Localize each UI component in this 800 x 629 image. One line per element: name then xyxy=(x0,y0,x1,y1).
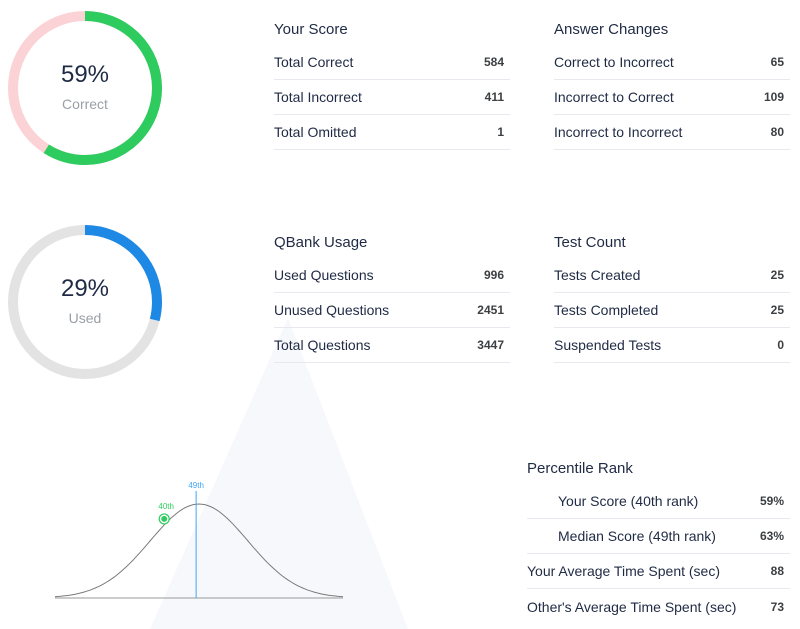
stat-row: Median Score (49th rank) 63% xyxy=(527,519,790,554)
score-donut-ring xyxy=(8,11,162,165)
percentile-rank-title: Percentile Rank xyxy=(527,460,633,477)
stat-label: Unused Questions xyxy=(274,302,390,318)
stat-row: Your Average Time Spent (sec) 88 xyxy=(527,554,790,589)
percentile-rank-panel: Percentile Rank Your Score (40th rank) 59… xyxy=(527,454,790,624)
stat-row: Your Score (40th rank) 59% xyxy=(527,484,790,519)
median-marker-label: 49th xyxy=(188,481,204,490)
stat-label: Incorrect to Incorrect xyxy=(554,124,683,140)
test-count-title: Test Count xyxy=(554,234,626,251)
stat-label: Median Score (49th rank) xyxy=(558,528,716,544)
score-label: Correct xyxy=(62,96,108,112)
stat-row: Suspended Tests 0 xyxy=(554,328,790,363)
bell-curve-svg: 49th 40th xyxy=(54,481,344,599)
bell-curve-line xyxy=(54,503,344,598)
test-count-panel: Test Count Tests Created 25 Tests Complet… xyxy=(554,228,790,363)
stat-row: Incorrect to Incorrect 80 xyxy=(554,115,790,150)
stat-value: 584 xyxy=(483,55,504,69)
stat-value: 411 xyxy=(484,90,504,104)
stat-row: Total Incorrect 411 xyxy=(274,80,510,115)
stat-row: Total Correct 584 xyxy=(274,45,510,80)
stat-value: 63% xyxy=(759,529,784,543)
stat-row: Total Omitted 1 xyxy=(274,115,510,150)
answer-changes-title: Answer Changes xyxy=(554,21,669,38)
stat-label: Tests Created xyxy=(554,267,641,283)
your-score-marker-label: 40th xyxy=(158,502,174,511)
stat-row: Unused Questions 2451 xyxy=(274,293,510,328)
your-score-title: Your Score xyxy=(274,21,348,38)
score-donut: 59% Correct xyxy=(5,8,165,168)
stat-label: Used Questions xyxy=(274,267,374,283)
stat-row: Total Questions 3447 xyxy=(274,328,510,363)
stat-row: Tests Created 25 xyxy=(554,258,790,293)
stat-label: Total Incorrect xyxy=(274,89,362,105)
stat-value: 996 xyxy=(483,268,504,282)
answer-changes-panel: Answer Changes Correct to Incorrect 65 In… xyxy=(554,15,790,150)
qbank-usage-title: QBank Usage xyxy=(274,234,368,251)
your-score-marker xyxy=(161,515,168,522)
stat-value: 80 xyxy=(770,125,784,139)
stat-label: Your Average Time Spent (sec) xyxy=(527,563,720,579)
stat-value: 2451 xyxy=(477,303,504,317)
stat-value: 3447 xyxy=(477,338,504,352)
stat-label: Suspended Tests xyxy=(554,337,662,353)
stat-label: Other's Average Time Spent (sec) xyxy=(527,598,737,615)
stat-label: Correct to Incorrect xyxy=(554,54,674,70)
stat-row: Other's Average Time Spent (sec) 73 xyxy=(527,589,790,624)
stat-value: 1 xyxy=(497,125,504,139)
qbank-usage-panel: QBank Usage Used Questions 996 Unused Que… xyxy=(274,228,510,363)
stat-label: Total Omitted xyxy=(274,124,357,140)
stat-label: Total Correct xyxy=(274,54,354,70)
stat-value: 0 xyxy=(777,338,784,352)
stat-value: 88 xyxy=(770,564,784,578)
stat-label: Incorrect to Correct xyxy=(554,89,674,105)
stat-label: Total Questions xyxy=(274,337,371,353)
usage-donut: 29% Used xyxy=(5,222,165,382)
stat-row: Correct to Incorrect 65 xyxy=(554,45,790,80)
stat-value: 109 xyxy=(763,90,784,104)
stat-row: Incorrect to Correct 109 xyxy=(554,80,790,115)
usage-label: Used xyxy=(68,310,102,326)
stat-value: 59% xyxy=(759,494,784,508)
stat-row: Tests Completed 25 xyxy=(554,293,790,328)
usage-percent: 29% xyxy=(60,275,110,302)
stat-label: Your Score (40th rank) xyxy=(558,493,699,509)
stat-value: 65 xyxy=(770,55,784,69)
score-percent: 59% xyxy=(60,61,110,88)
stat-row: Used Questions 996 xyxy=(274,258,510,293)
stat-value: 73 xyxy=(770,599,784,614)
your-score-panel: Your Score Total Correct 584 Total Incorr… xyxy=(274,15,510,150)
stat-value: 25 xyxy=(770,303,784,317)
stat-label: Tests Completed xyxy=(554,302,659,318)
usage-donut-ring xyxy=(8,225,162,379)
stat-value: 25 xyxy=(770,268,784,282)
percentile-bell-curve: 49th 40th xyxy=(54,475,355,610)
